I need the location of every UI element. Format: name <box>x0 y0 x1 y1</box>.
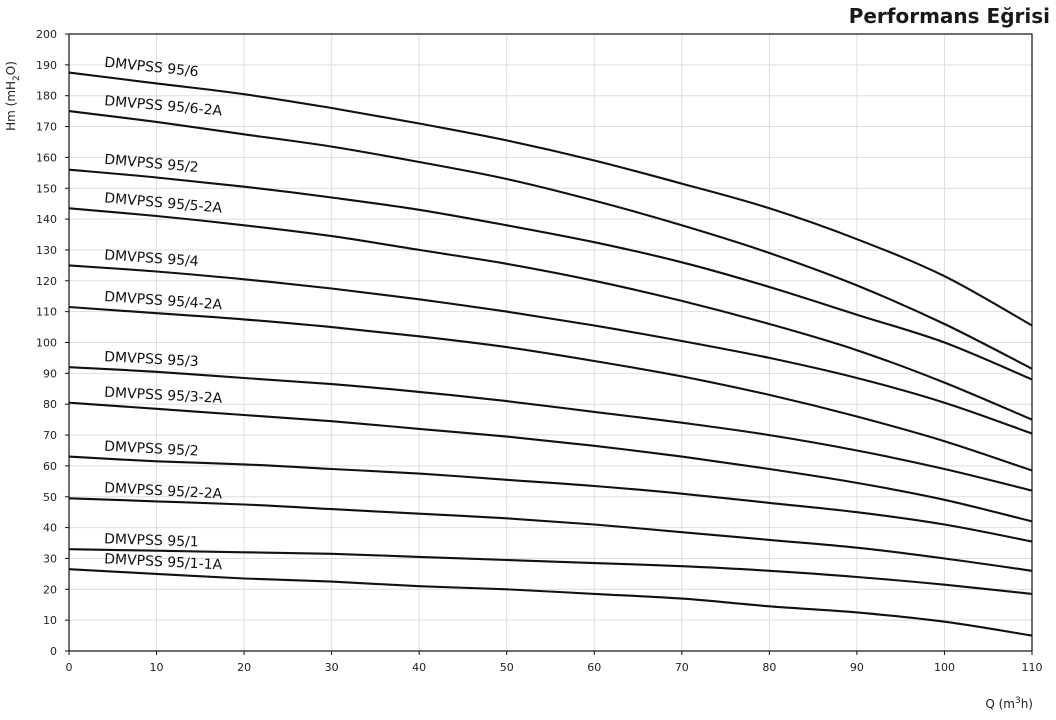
x-axis-ticks: 0 10 20 30 40 50 60 70 80 90 100 110 <box>66 651 1043 674</box>
x-tick-label: 110 <box>1022 661 1043 674</box>
y-tick-label: 90 <box>43 367 57 380</box>
x-tick-label: 80 <box>762 661 776 674</box>
x-tick-label: 70 <box>675 661 689 674</box>
series-label-8: DMVPSS 95/2 <box>104 439 199 460</box>
series-label-2: DMVPSS 95/2 <box>104 152 200 176</box>
y-tick-label: 100 <box>36 337 57 350</box>
x-tick-label: 90 <box>850 661 864 674</box>
y-tick-label: 20 <box>43 583 57 596</box>
series-label-4: DMVPSS 95/4 <box>104 247 200 270</box>
y-tick-label: 200 <box>36 28 57 41</box>
series-curve-0 <box>68 71 1033 327</box>
series-label-1: DMVPSS 95/6-2A <box>104 93 223 119</box>
series-curve-8 <box>68 455 1033 543</box>
y-tick-label: 170 <box>36 121 57 134</box>
x-tick-label: 20 <box>237 661 251 674</box>
series-curve-1 <box>68 110 1033 370</box>
y-tick-label: 120 <box>36 275 57 288</box>
y-tick-label: 150 <box>36 182 57 195</box>
series-label-11: DMVPSS 95/1-1A <box>104 551 223 573</box>
series-curve-6 <box>68 366 1033 492</box>
y-tick-label: 160 <box>36 151 57 164</box>
series-label-0: DMVPSS 95/6 <box>104 55 200 81</box>
series-curve-2 <box>68 168 1033 381</box>
series-label-7: DMVPSS 95/3-2A <box>104 385 223 407</box>
x-tick-label: 50 <box>500 661 514 674</box>
x-tick-label: 40 <box>412 661 426 674</box>
series-curve-11 <box>68 568 1033 637</box>
series-curve-5 <box>68 305 1033 472</box>
series-label-9: DMVPSS 95/2-2A <box>104 480 223 502</box>
series-curve-3 <box>68 207 1033 421</box>
y-tick-label: 50 <box>43 491 57 504</box>
y-tick-label: 140 <box>36 213 57 226</box>
series-curve-4 <box>68 264 1033 435</box>
x-tick-label: 60 <box>587 661 601 674</box>
y-axis-label: Hm (mH2O) <box>4 61 22 131</box>
series-label-6: DMVPSS 95/3 <box>104 349 199 370</box>
series-label-5: DMVPSS 95/4-2A <box>104 289 223 313</box>
series-curves <box>68 71 1033 637</box>
y-tick-label: 180 <box>36 90 57 103</box>
x-tick-label: 0 <box>66 661 73 674</box>
series-curve-9 <box>68 497 1033 572</box>
series-curve-10 <box>68 548 1033 595</box>
series-curve-7 <box>68 401 1033 523</box>
y-tick-label: 110 <box>36 306 57 319</box>
y-tick-label: 10 <box>43 614 57 627</box>
x-axis-label: Q (m3h) <box>985 696 1033 711</box>
y-tick-label: 190 <box>36 59 57 72</box>
x-tick-label: 100 <box>934 661 955 674</box>
y-tick-label: 130 <box>36 244 57 257</box>
y-tick-label: 80 <box>43 398 57 411</box>
y-tick-label: 40 <box>43 522 57 535</box>
y-tick-label: 30 <box>43 552 57 565</box>
y-tick-label: 70 <box>43 429 57 442</box>
series-label-10: DMVPSS 95/1 <box>104 531 199 550</box>
y-tick-label: 0 <box>50 645 57 658</box>
x-tick-label: 30 <box>325 661 339 674</box>
y-tick-label: 60 <box>43 460 57 473</box>
chart-title: Performans Eğrisi <box>849 4 1050 28</box>
x-tick-label: 10 <box>150 661 164 674</box>
y-axis-ticks: 0 10 20 30 40 50 60 70 80 90 100 110 120 130 140 150 160… <box>36 28 69 658</box>
